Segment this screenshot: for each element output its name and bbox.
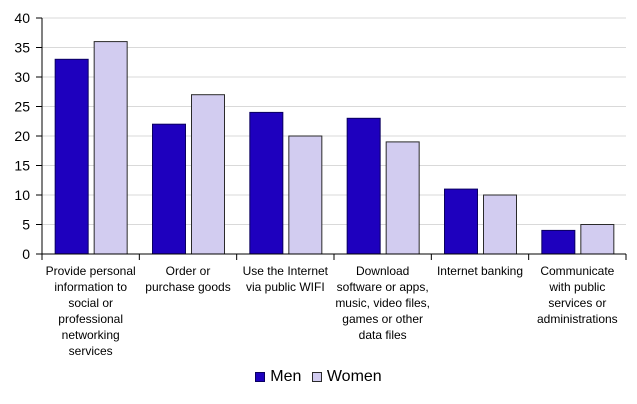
grid-lines — [42, 17, 626, 225]
legend: Men Women — [0, 368, 637, 387]
legend-item-men: Men — [255, 368, 301, 386]
x-category-label-line: information to — [54, 280, 127, 294]
x-axis-category-labels: Provide personal information to social or p… — [46, 264, 618, 358]
x-category-label-line: Provide personal — [46, 264, 136, 278]
x-category-label-line: purchase goods — [145, 280, 230, 294]
bar-men — [54, 58, 89, 255]
x-category-label-line: networking — [62, 328, 120, 342]
y-tick-label: 15 — [14, 158, 30, 174]
bar-women — [483, 194, 517, 255]
y-tick-label: 0 — [22, 246, 30, 262]
x-category-label-line: with public — [548, 280, 605, 294]
bar-women — [191, 94, 225, 255]
y-tick-label: 30 — [14, 69, 30, 85]
x-category-label-line: Communicate — [540, 264, 614, 278]
bar-men — [346, 117, 381, 255]
x-category-label-line: services or — [548, 296, 606, 310]
legend-label-women: Women — [326, 368, 382, 385]
legend-item-women: Women — [311, 368, 382, 386]
bar-chart: 0 5 10 15 20 25 30 35 40 Provide personal informa… — [14, 10, 627, 358]
x-category-label-line: Download — [356, 264, 409, 278]
x-category-label-line: games or other — [342, 312, 423, 326]
legend-swatch-women — [311, 372, 322, 382]
x-category-label-line: social or — [68, 296, 113, 310]
y-tick-label: 20 — [14, 128, 30, 144]
x-category-label: Communicate with public services or adminis… — [537, 264, 618, 326]
y-tick-label: 25 — [14, 99, 30, 115]
legend-label-men: Men — [270, 368, 302, 385]
bar-women — [580, 224, 615, 255]
bar-women — [385, 141, 420, 255]
y-tick-label: 5 — [22, 217, 30, 233]
x-category-label: Download software or apps, music, video fi… — [335, 264, 430, 342]
bar-men — [249, 111, 284, 255]
x-category-label: Order or purchase goods — [145, 264, 230, 294]
bar-women — [288, 135, 323, 255]
bars — [54, 41, 615, 255]
x-category-label: Internet banking — [437, 264, 523, 278]
x-category-label-line: services — [69, 344, 113, 358]
y-tick-label: 35 — [14, 40, 30, 56]
x-category-label-line: administrations — [537, 312, 618, 326]
x-category-label-line: music, video files, — [335, 296, 430, 310]
x-category-label: Provide personal information to social or p… — [46, 264, 136, 358]
axes — [41, 18, 627, 260]
x-category-label: Use the Internet via public WIFI — [243, 264, 329, 294]
x-category-label-line: via public WIFI — [246, 280, 325, 294]
x-category-label-line: Order or — [166, 264, 211, 278]
bar-men — [152, 123, 186, 255]
bar-men — [444, 188, 478, 255]
bar-women — [93, 41, 128, 255]
y-tick-label: 40 — [14, 10, 30, 26]
x-category-label-line: Use the Internet — [243, 264, 329, 278]
x-category-label-line: professional — [58, 312, 123, 326]
y-tick-label: 10 — [14, 187, 30, 203]
bar-men — [541, 229, 576, 255]
x-category-label-line: data files — [359, 328, 407, 342]
x-category-label-line: software or apps, — [337, 280, 429, 294]
y-axis-ticks: 0 5 10 15 20 25 30 35 40 — [14, 10, 42, 262]
legend-swatch-men — [255, 372, 266, 382]
x-category-label-line: Internet banking — [437, 264, 523, 278]
